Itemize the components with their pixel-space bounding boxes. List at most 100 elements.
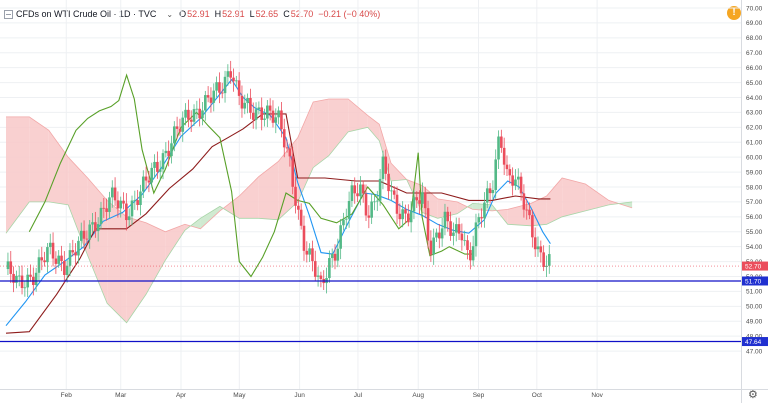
- ichimoku-cloud-segment: [219, 206, 224, 211]
- candle-body: [6, 261, 10, 270]
- candle-body: [373, 201, 376, 203]
- candle-body: [531, 215, 534, 238]
- candle-body: [463, 240, 466, 242]
- ichimoku-cloud-segment: [348, 99, 368, 132]
- y-tick-label: 56.00: [746, 214, 763, 221]
- candle-body: [218, 82, 221, 93]
- x-tick-label: Feb: [61, 392, 73, 399]
- candle-body: [108, 197, 111, 212]
- candle-body: [198, 108, 201, 119]
- ichimoku-cloud-segment: [146, 222, 166, 295]
- candle-body: [206, 95, 210, 98]
- candle-body: [285, 147, 289, 149]
- y-tick-label: 48.00: [746, 333, 763, 340]
- candle-body: [125, 203, 128, 221]
- candle-body: [17, 275, 21, 277]
- candle-body: [500, 136, 503, 148]
- candle-body: [282, 129, 286, 148]
- candle-body: [361, 184, 365, 194]
- y-tick-label: 61.00: [746, 140, 763, 147]
- ichimoku-cloud-segment: [367, 115, 380, 141]
- candle-body: [378, 178, 382, 201]
- candle-body: [122, 200, 125, 204]
- candle-body: [79, 230, 83, 241]
- candle-body: [220, 92, 224, 94]
- candle-body: [251, 112, 255, 120]
- candle-body: [477, 217, 481, 223]
- candle-body: [547, 254, 551, 266]
- chevron-down-icon[interactable]: ⌄: [166, 9, 174, 19]
- candle-body: [209, 97, 213, 103]
- candle-body: [356, 193, 359, 197]
- candle-body: [85, 238, 89, 240]
- settings-gear-icon[interactable]: ⚙: [748, 389, 758, 401]
- candle-body: [181, 117, 185, 132]
- y-tick-label: 51.00: [746, 289, 763, 296]
- x-tick-label: Nov: [591, 392, 603, 399]
- candle-body: [57, 255, 60, 264]
- collapse-icon[interactable]: [4, 9, 13, 19]
- ichimoku-cloud-segment: [126, 216, 146, 323]
- open-value: 52.91: [187, 9, 210, 19]
- candle-body: [474, 222, 478, 247]
- candle-body: [426, 208, 430, 241]
- ichimoku-cloud-segment: [379, 124, 391, 181]
- last-price-tag: [742, 261, 768, 271]
- candle-body: [452, 232, 455, 236]
- candle-body: [212, 90, 216, 103]
- candle-body: [375, 200, 379, 202]
- candle-body: [201, 110, 204, 119]
- candle-body: [359, 184, 362, 197]
- candle-body: [483, 202, 486, 219]
- y-tick-label: 64.00: [746, 95, 763, 102]
- y-tick-label: 65.00: [746, 80, 763, 87]
- candle-body: [454, 224, 458, 233]
- candle-body: [240, 95, 244, 109]
- candle-body: [381, 156, 385, 179]
- candle-body: [153, 161, 156, 168]
- candle-body: [65, 265, 69, 275]
- candle-body: [99, 207, 103, 225]
- candle-body: [170, 143, 173, 157]
- level-tag: [742, 276, 768, 286]
- candle-body: [71, 250, 75, 253]
- y-tick-label: 49.00: [746, 319, 763, 326]
- candle-body: [96, 224, 100, 232]
- candle-body: [328, 258, 331, 279]
- ichimoku-cloud-segment: [107, 200, 127, 323]
- candle-body: [398, 213, 402, 220]
- candle-body: [449, 221, 452, 236]
- candle-body: [229, 71, 232, 78]
- candle-body: [102, 207, 106, 209]
- candle-body: [127, 216, 131, 221]
- y-tick-label: 47.00: [746, 348, 763, 355]
- candle-body: [443, 211, 447, 229]
- high-label: H: [214, 9, 222, 19]
- candle-body: [299, 209, 303, 226]
- candle-body: [319, 275, 323, 279]
- ichimoku-cloud-segment: [223, 196, 240, 219]
- x-tick-label: Oct: [532, 392, 542, 399]
- candle-body: [409, 211, 413, 223]
- candle-body: [91, 222, 94, 225]
- candle-body: [316, 275, 320, 277]
- level-tag-label: 47.64: [745, 339, 762, 346]
- candle-body: [466, 240, 469, 250]
- candle-body: [514, 179, 517, 186]
- candle-body: [438, 232, 441, 239]
- x-tick-label: Sep: [473, 392, 485, 399]
- candle-body: [63, 260, 66, 275]
- alert-icon[interactable]: !: [727, 6, 741, 20]
- x-tick-label: Jul: [354, 392, 363, 399]
- candle-body: [232, 77, 235, 82]
- change-value: −0.21 (−0.40%): [318, 9, 381, 19]
- candle-body: [330, 253, 334, 259]
- candle-body: [175, 126, 179, 129]
- candle-body: [141, 176, 145, 192]
- candle-body: [237, 80, 241, 96]
- symbol-title[interactable]: CFDs on WTI Crude Oil · 1D · TVC: [16, 9, 157, 19]
- candle-body: [119, 200, 123, 209]
- candle-body: [392, 190, 396, 195]
- candle-body: [291, 156, 295, 187]
